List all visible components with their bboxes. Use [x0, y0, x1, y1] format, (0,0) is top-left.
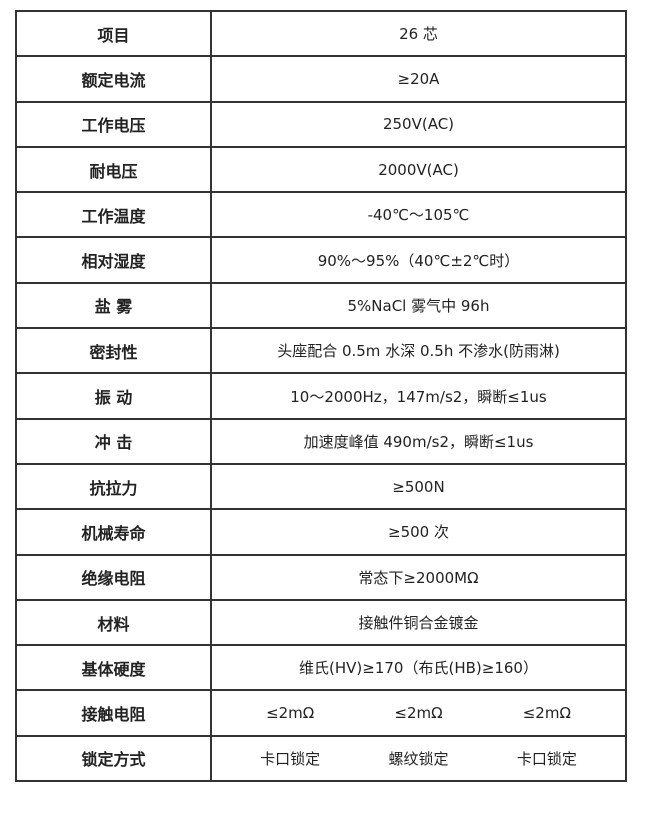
row-label: 相对湿度: [15, 236, 212, 284]
row-label: 振 动: [15, 372, 212, 420]
row-value: -40℃～105℃: [210, 191, 627, 239]
table-row: 相对湿度 90%～95%（40℃±2℃时）: [15, 236, 627, 284]
row-label: 基体硬度: [15, 644, 212, 692]
row-subvalue: ≤2mΩ: [266, 704, 315, 723]
table-row: 机械寿命 ≥500 次: [15, 508, 627, 556]
row-value: ≥500N: [210, 462, 627, 511]
row-value: ≥500 次: [210, 508, 627, 556]
row-label: 工作电压: [15, 100, 212, 148]
row-subvalue: 螺纹锁定: [388, 749, 449, 768]
table-row: 工作温度 -40℃～105℃: [15, 191, 627, 239]
row-label: 盐 雾: [15, 281, 212, 330]
row-value: 5%NaCl 雾气中 96h: [210, 281, 627, 330]
row-value: 常态下≥2000MΩ: [210, 553, 627, 601]
row-label: 冲 击: [15, 417, 212, 465]
row-label: 锁定方式: [15, 734, 212, 783]
row-label: 耐电压: [15, 145, 212, 194]
row-value: 26 芯: [210, 9, 627, 58]
row-label: 材料: [15, 598, 212, 647]
table-row: 基体硬度 维氏(HV)≥170（布氏(HB)≥160）: [15, 644, 627, 692]
table-row: 工作电压 250V(AC): [15, 100, 627, 148]
table-row: 抗拉力 ≥500N: [15, 462, 627, 511]
row-subvalue: 卡口锁定: [516, 749, 577, 768]
spec-table: 项目 26 芯额定电流 ≥20A 工作电压 250V(AC) 耐电压 2000V(AC) 工作…: [15, 9, 627, 783]
table-row: 振 动 10～2000Hz，147m/s2，瞬断≤1us: [15, 372, 627, 420]
row-value: ≥20A: [210, 55, 627, 103]
row-label: 接触电阻: [15, 689, 212, 737]
row-value: ≤2mΩ ≤2mΩ ≤2mΩ: [210, 689, 627, 737]
row-value: 接触件铜合金镀金: [210, 598, 627, 647]
table-row: 额定电流 ≥20A: [15, 55, 627, 103]
row-label: 抗拉力: [15, 462, 212, 511]
row-label: 绝缘电阻: [15, 553, 212, 601]
row-subvalue: ≤2mΩ: [522, 704, 571, 723]
row-label: 机械寿命: [15, 508, 212, 556]
row-label: 项目: [15, 9, 212, 58]
row-value: 10～2000Hz，147m/s2，瞬断≤1us: [210, 372, 627, 420]
table-row: 盐 雾 5%NaCl 雾气中 96h: [15, 281, 627, 330]
row-label: 额定电流: [15, 55, 212, 103]
table-row: 密封性 头座配合 0.5m 水深 0.5h 不渗水(防雨淋): [15, 327, 627, 375]
table-row: 接触电阻 ≤2mΩ ≤2mΩ ≤2mΩ: [15, 689, 627, 737]
table-row: 绝缘电阻 常态下≥2000MΩ: [15, 553, 627, 601]
row-value: 加速度峰值 490m/s2，瞬断≤1us: [210, 417, 627, 465]
row-value: 2000V(AC): [210, 145, 627, 194]
row-label: 密封性: [15, 327, 212, 375]
row-label: 工作温度: [15, 191, 212, 239]
table-row: 锁定方式 卡口锁定 螺纹锁定 卡口锁定: [15, 734, 627, 783]
table-row: 项目 26 芯: [15, 9, 627, 58]
table-row: 冲 击加速度峰值 490m/s2，瞬断≤1us: [15, 417, 627, 465]
row-value: 250V(AC): [210, 100, 627, 148]
table-row: 耐电压 2000V(AC): [15, 145, 627, 194]
table-row: 材料 接触件铜合金镀金: [15, 598, 627, 647]
row-value: 90%～95%（40℃±2℃时）: [210, 236, 627, 284]
row-value: 维氏(HV)≥170（布氏(HB)≥160）: [210, 644, 627, 692]
row-subvalue: ≤2mΩ: [394, 704, 443, 723]
row-subvalue: 卡口锁定: [260, 749, 321, 768]
row-value: 头座配合 0.5m 水深 0.5h 不渗水(防雨淋): [210, 327, 627, 375]
row-value: 卡口锁定 螺纹锁定 卡口锁定: [210, 734, 627, 783]
